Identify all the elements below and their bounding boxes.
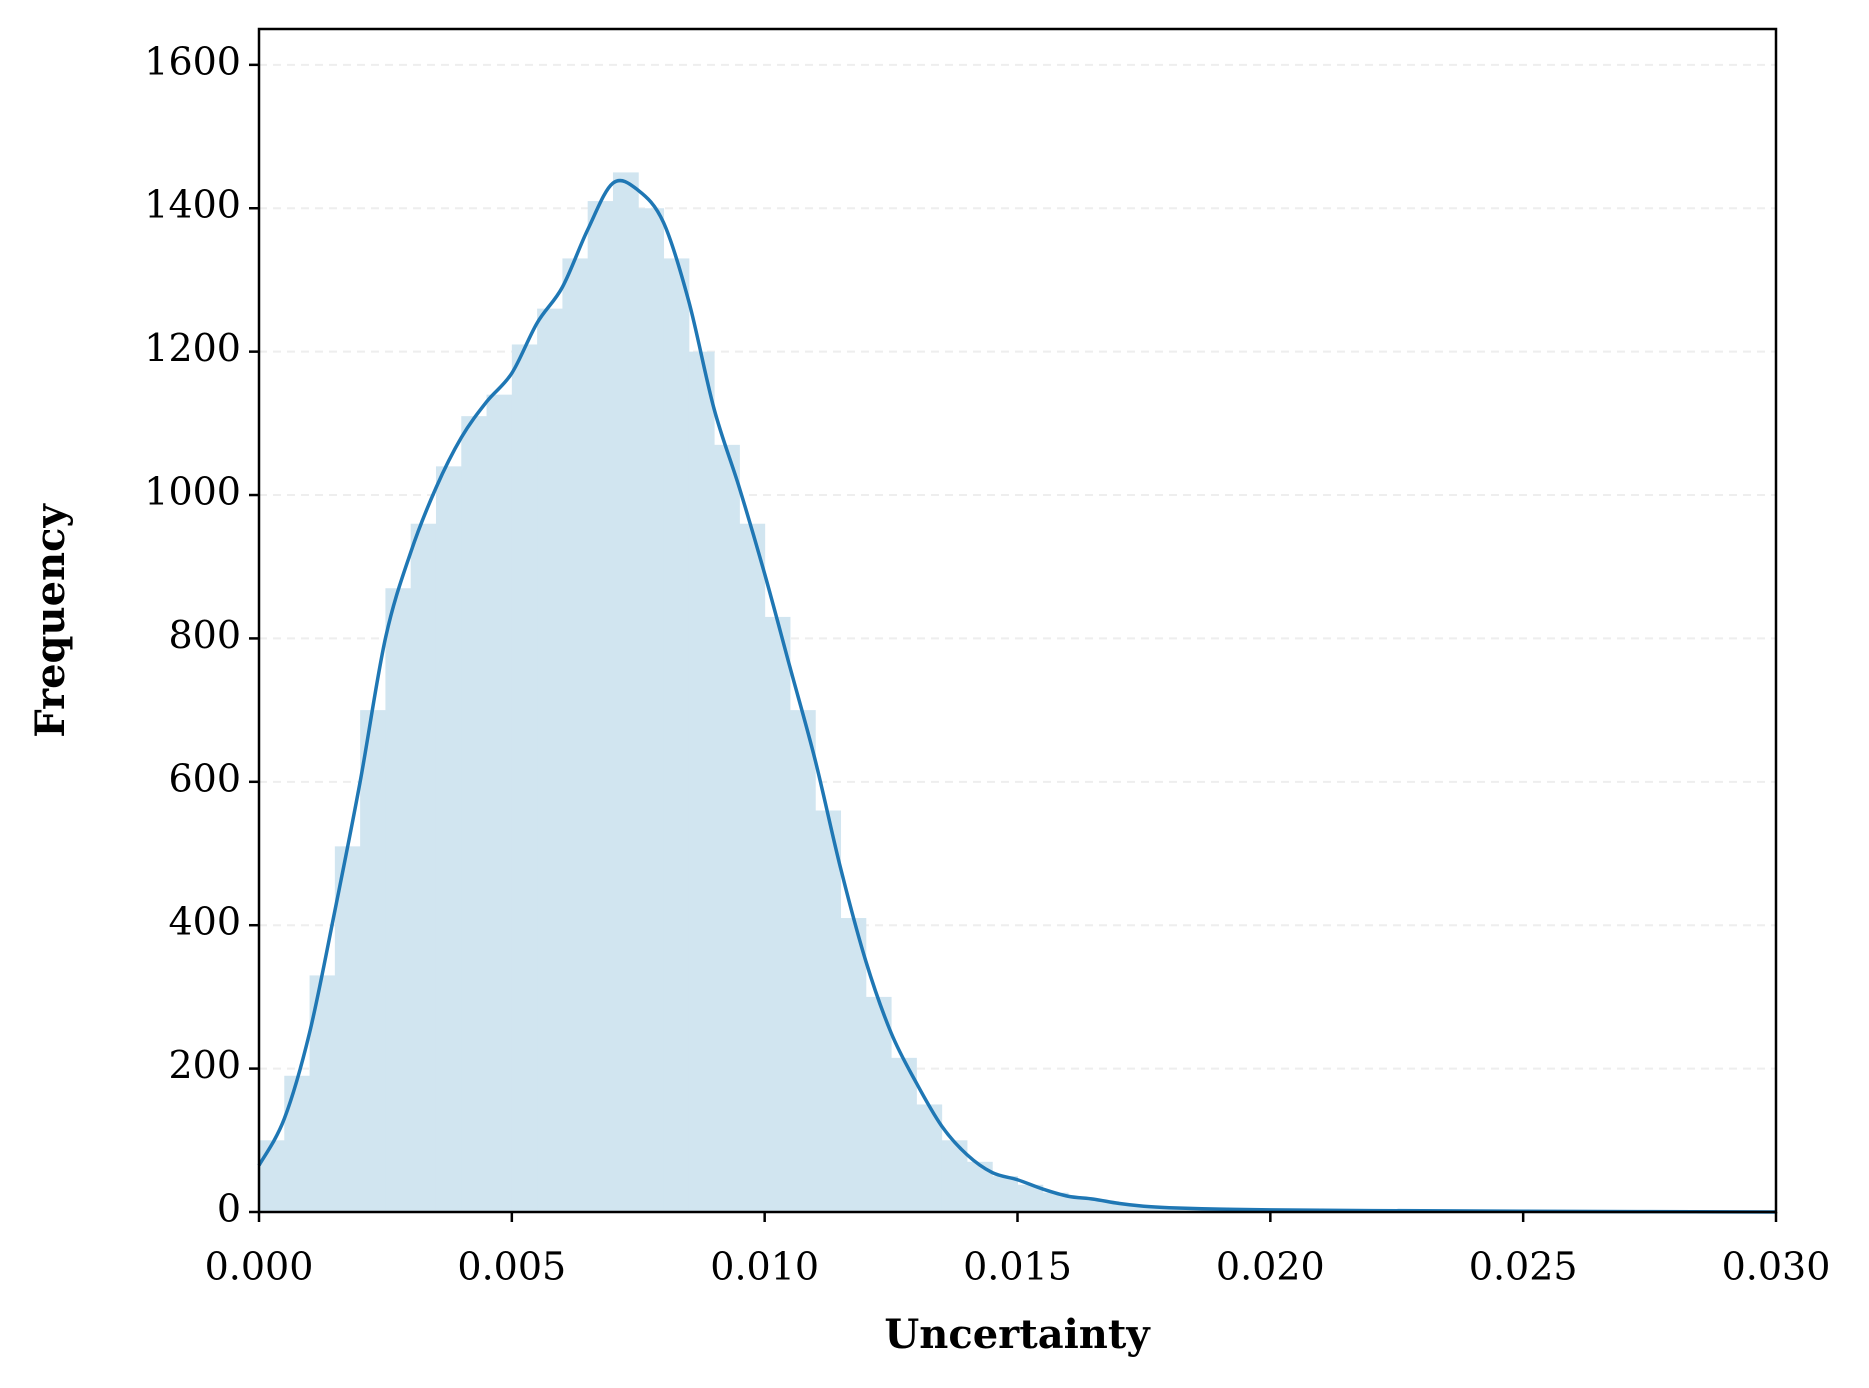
kde-line (257, 178, 1777, 1214)
histogram-bar (1118, 1204, 1145, 1212)
x-tick-label: 0.005 (457, 1245, 566, 1289)
y-tick-label: 800 (168, 613, 241, 657)
y-tick-label: 1600 (144, 39, 241, 83)
histogram-bar (1042, 1192, 1069, 1212)
histogram-bar (410, 523, 437, 1212)
histogram-bar (537, 308, 563, 1213)
x-tick-label: 0.020 (1216, 1245, 1325, 1289)
histogram-bar (764, 616, 791, 1212)
histogram-bar (638, 208, 665, 1212)
histogram-bar (688, 351, 715, 1212)
histogram-bar (1143, 1206, 1170, 1212)
histogram-bar (360, 710, 386, 1212)
histogram-bar (259, 1140, 285, 1212)
x-tick-label: 0.000 (205, 1245, 314, 1289)
histogram-bar (815, 810, 842, 1212)
histogram-bar (486, 394, 513, 1212)
histogram-bar (663, 258, 690, 1212)
histogram-bar (385, 588, 412, 1212)
histogram-bar (714, 444, 740, 1213)
histogram-bar (789, 710, 816, 1212)
x-tick-label: 0.010 (710, 1245, 819, 1289)
histogram-bar (334, 846, 361, 1212)
x-axis-label: Uncertainty (884, 1311, 1151, 1358)
histogram-bar (1093, 1201, 1120, 1212)
y-tick-label: 400 (168, 900, 241, 944)
histogram-bar (891, 1057, 917, 1212)
x-tick-label: 0.030 (1722, 1245, 1831, 1289)
plot-frame (257, 27, 1778, 1214)
x-tick-label: 0.015 (963, 1245, 1072, 1289)
y-tick-label: 0 (217, 1187, 241, 1231)
histogram-bar (865, 996, 892, 1212)
histogram-bar (511, 344, 538, 1212)
histogram-bar (435, 466, 462, 1212)
y-tick-label: 1400 (144, 183, 241, 227)
y-tick-label: 600 (168, 756, 241, 800)
histogram-bar (739, 523, 766, 1212)
histogram-bar (1068, 1197, 1094, 1212)
y-tick-label: 200 (168, 1043, 241, 1087)
y-tick-label: 1000 (144, 470, 241, 514)
histogram-bar (1169, 1207, 1195, 1212)
x-tick-label: 0.025 (1469, 1245, 1578, 1289)
y-axis-label: Frequency (27, 503, 74, 738)
y-tick-label: 1200 (144, 326, 241, 370)
histogram-bar (562, 258, 589, 1212)
histogram-bar (587, 201, 614, 1212)
histogram-bar (992, 1176, 1018, 1212)
histogram-bar (461, 416, 488, 1212)
histogram-bar (840, 918, 867, 1212)
histogram-bar (612, 172, 639, 1213)
histogram-bar (284, 1075, 311, 1212)
